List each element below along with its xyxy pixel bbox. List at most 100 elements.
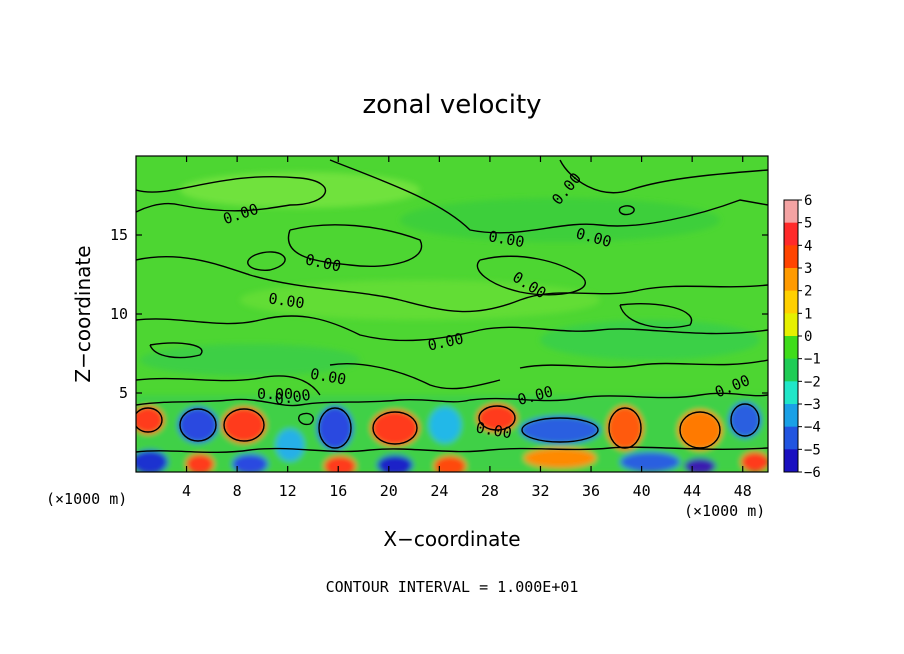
x-tick-label: 16 <box>329 482 347 500</box>
contour-line <box>136 315 768 342</box>
y-tick-label: 5 <box>119 384 128 402</box>
x-tick-label: 36 <box>582 482 600 500</box>
contour-line <box>136 256 768 313</box>
colorbar-swatch <box>784 222 798 246</box>
field-blob <box>434 456 466 472</box>
colorbar-tick-label: 4 <box>804 238 812 254</box>
colorbar-swatch <box>784 290 798 314</box>
field-blob <box>136 450 168 472</box>
colorbar-swatch <box>784 404 798 428</box>
colorbar-swatch <box>784 426 798 450</box>
contour-interval-note: CONTOUR INTERVAL = 1.000E+01 <box>326 578 579 596</box>
contour-label: 0.00 <box>309 365 348 389</box>
contour-line <box>247 251 286 271</box>
contour-label: 0.00 <box>474 418 513 442</box>
colorbar-tick-label: −6 <box>804 465 821 481</box>
field-blob <box>741 452 768 472</box>
field-blob <box>477 404 517 432</box>
colorbar-tick-label: −1 <box>804 352 821 368</box>
contour-line <box>559 159 768 194</box>
colorbar-swatch <box>784 381 798 405</box>
colorbar-swatch <box>784 449 798 473</box>
field-blob <box>317 406 353 450</box>
chart-title: zonal velocity <box>362 90 541 120</box>
contour-labels: 0.000.000.000.000.000.000.000.000.000.00… <box>221 169 753 442</box>
colorbar-swatch <box>784 358 798 382</box>
field-blob <box>607 406 643 450</box>
x-tick-label: 12 <box>279 482 297 500</box>
contour-line <box>372 411 418 445</box>
colorbar-tick-label: 0 <box>804 329 812 345</box>
contour-label: 0.00 <box>274 386 312 409</box>
field-blob <box>324 456 356 472</box>
x-tick-label: 40 <box>633 482 651 500</box>
colorbar-tick-label: 6 <box>804 193 812 209</box>
x-unit-right: (×1000 m) <box>684 502 765 520</box>
colorbar-swatch <box>784 336 798 360</box>
colorbar-swatch <box>784 200 798 224</box>
x-tick-label: 20 <box>380 482 398 500</box>
y-axis-ticks: 5 10 15 <box>110 226 768 402</box>
field-shading <box>136 172 768 472</box>
colorbar-tick-label: −4 <box>804 420 821 436</box>
contour-line <box>619 303 693 329</box>
contour-line <box>618 205 635 216</box>
colorbar-tick-label: −2 <box>804 374 821 390</box>
colorbar-tick-label: 1 <box>804 306 812 322</box>
contour-line <box>329 159 768 234</box>
colorbar-tick-label: 3 <box>804 261 812 277</box>
colorbar-tick-label: 5 <box>804 216 812 232</box>
contour-line <box>478 405 516 431</box>
field-blob <box>186 454 214 472</box>
field-blob <box>377 455 413 472</box>
contour-line <box>730 403 760 437</box>
field-blob <box>371 410 419 446</box>
field-blob <box>524 448 596 468</box>
field-blob <box>232 454 268 472</box>
colorbar-tick-label: −5 <box>804 442 821 458</box>
field-blob <box>678 410 722 450</box>
field-patch <box>180 172 420 208</box>
colorbar-tick-label: 2 <box>804 284 812 300</box>
x-tick-label: 48 <box>734 482 752 500</box>
x-tick-label: 32 <box>531 482 549 500</box>
contour-line <box>136 175 327 213</box>
contour-line <box>521 417 599 443</box>
colorbar-swatch <box>784 245 798 269</box>
y-tick-label: 10 <box>110 305 128 323</box>
field-blob <box>222 407 266 443</box>
contour-line <box>287 224 423 267</box>
x-axis-ticks: 4 8 12 16 20 24 28 32 36 40 44 48 <box>182 156 752 500</box>
field-blob <box>136 406 164 434</box>
contour-label: 0.00 <box>257 385 293 403</box>
x-tick-label: 8 <box>233 482 242 500</box>
contour-line <box>476 255 587 296</box>
contour-line <box>223 408 265 442</box>
contour-line <box>519 359 768 369</box>
contour-line <box>318 407 352 449</box>
colorbar: 6 5 4 3 2 1 0 −1 −2 −3 −4 −5 −6 <box>783 193 821 481</box>
contour-line <box>298 412 314 426</box>
field-blob <box>276 429 304 461</box>
contour-line <box>149 342 203 359</box>
contour-line <box>136 446 768 454</box>
colorbar-swatch <box>784 313 798 337</box>
x-tick-label: 4 <box>182 482 191 500</box>
contour-line <box>329 363 501 390</box>
contour-line <box>136 392 768 407</box>
contour-label: 0.00 <box>487 227 526 251</box>
x-tick-label: 28 <box>481 482 499 500</box>
colorbar-swatch <box>784 268 798 292</box>
x-unit-left: (×1000 m) <box>46 490 127 508</box>
contour-line <box>179 408 217 442</box>
field-blob <box>729 402 761 438</box>
x-tick-label: 44 <box>683 482 701 500</box>
colorbar-tick-label: −3 <box>804 397 821 413</box>
x-tick-label: 24 <box>430 482 448 500</box>
velocity-field: 0.000.000.000.000.000.000.000.000.000.00… <box>136 156 768 472</box>
field-blob <box>178 407 218 443</box>
field-blob <box>429 407 461 443</box>
contour-line <box>679 411 721 449</box>
contour-label: 0.00 <box>267 289 305 312</box>
